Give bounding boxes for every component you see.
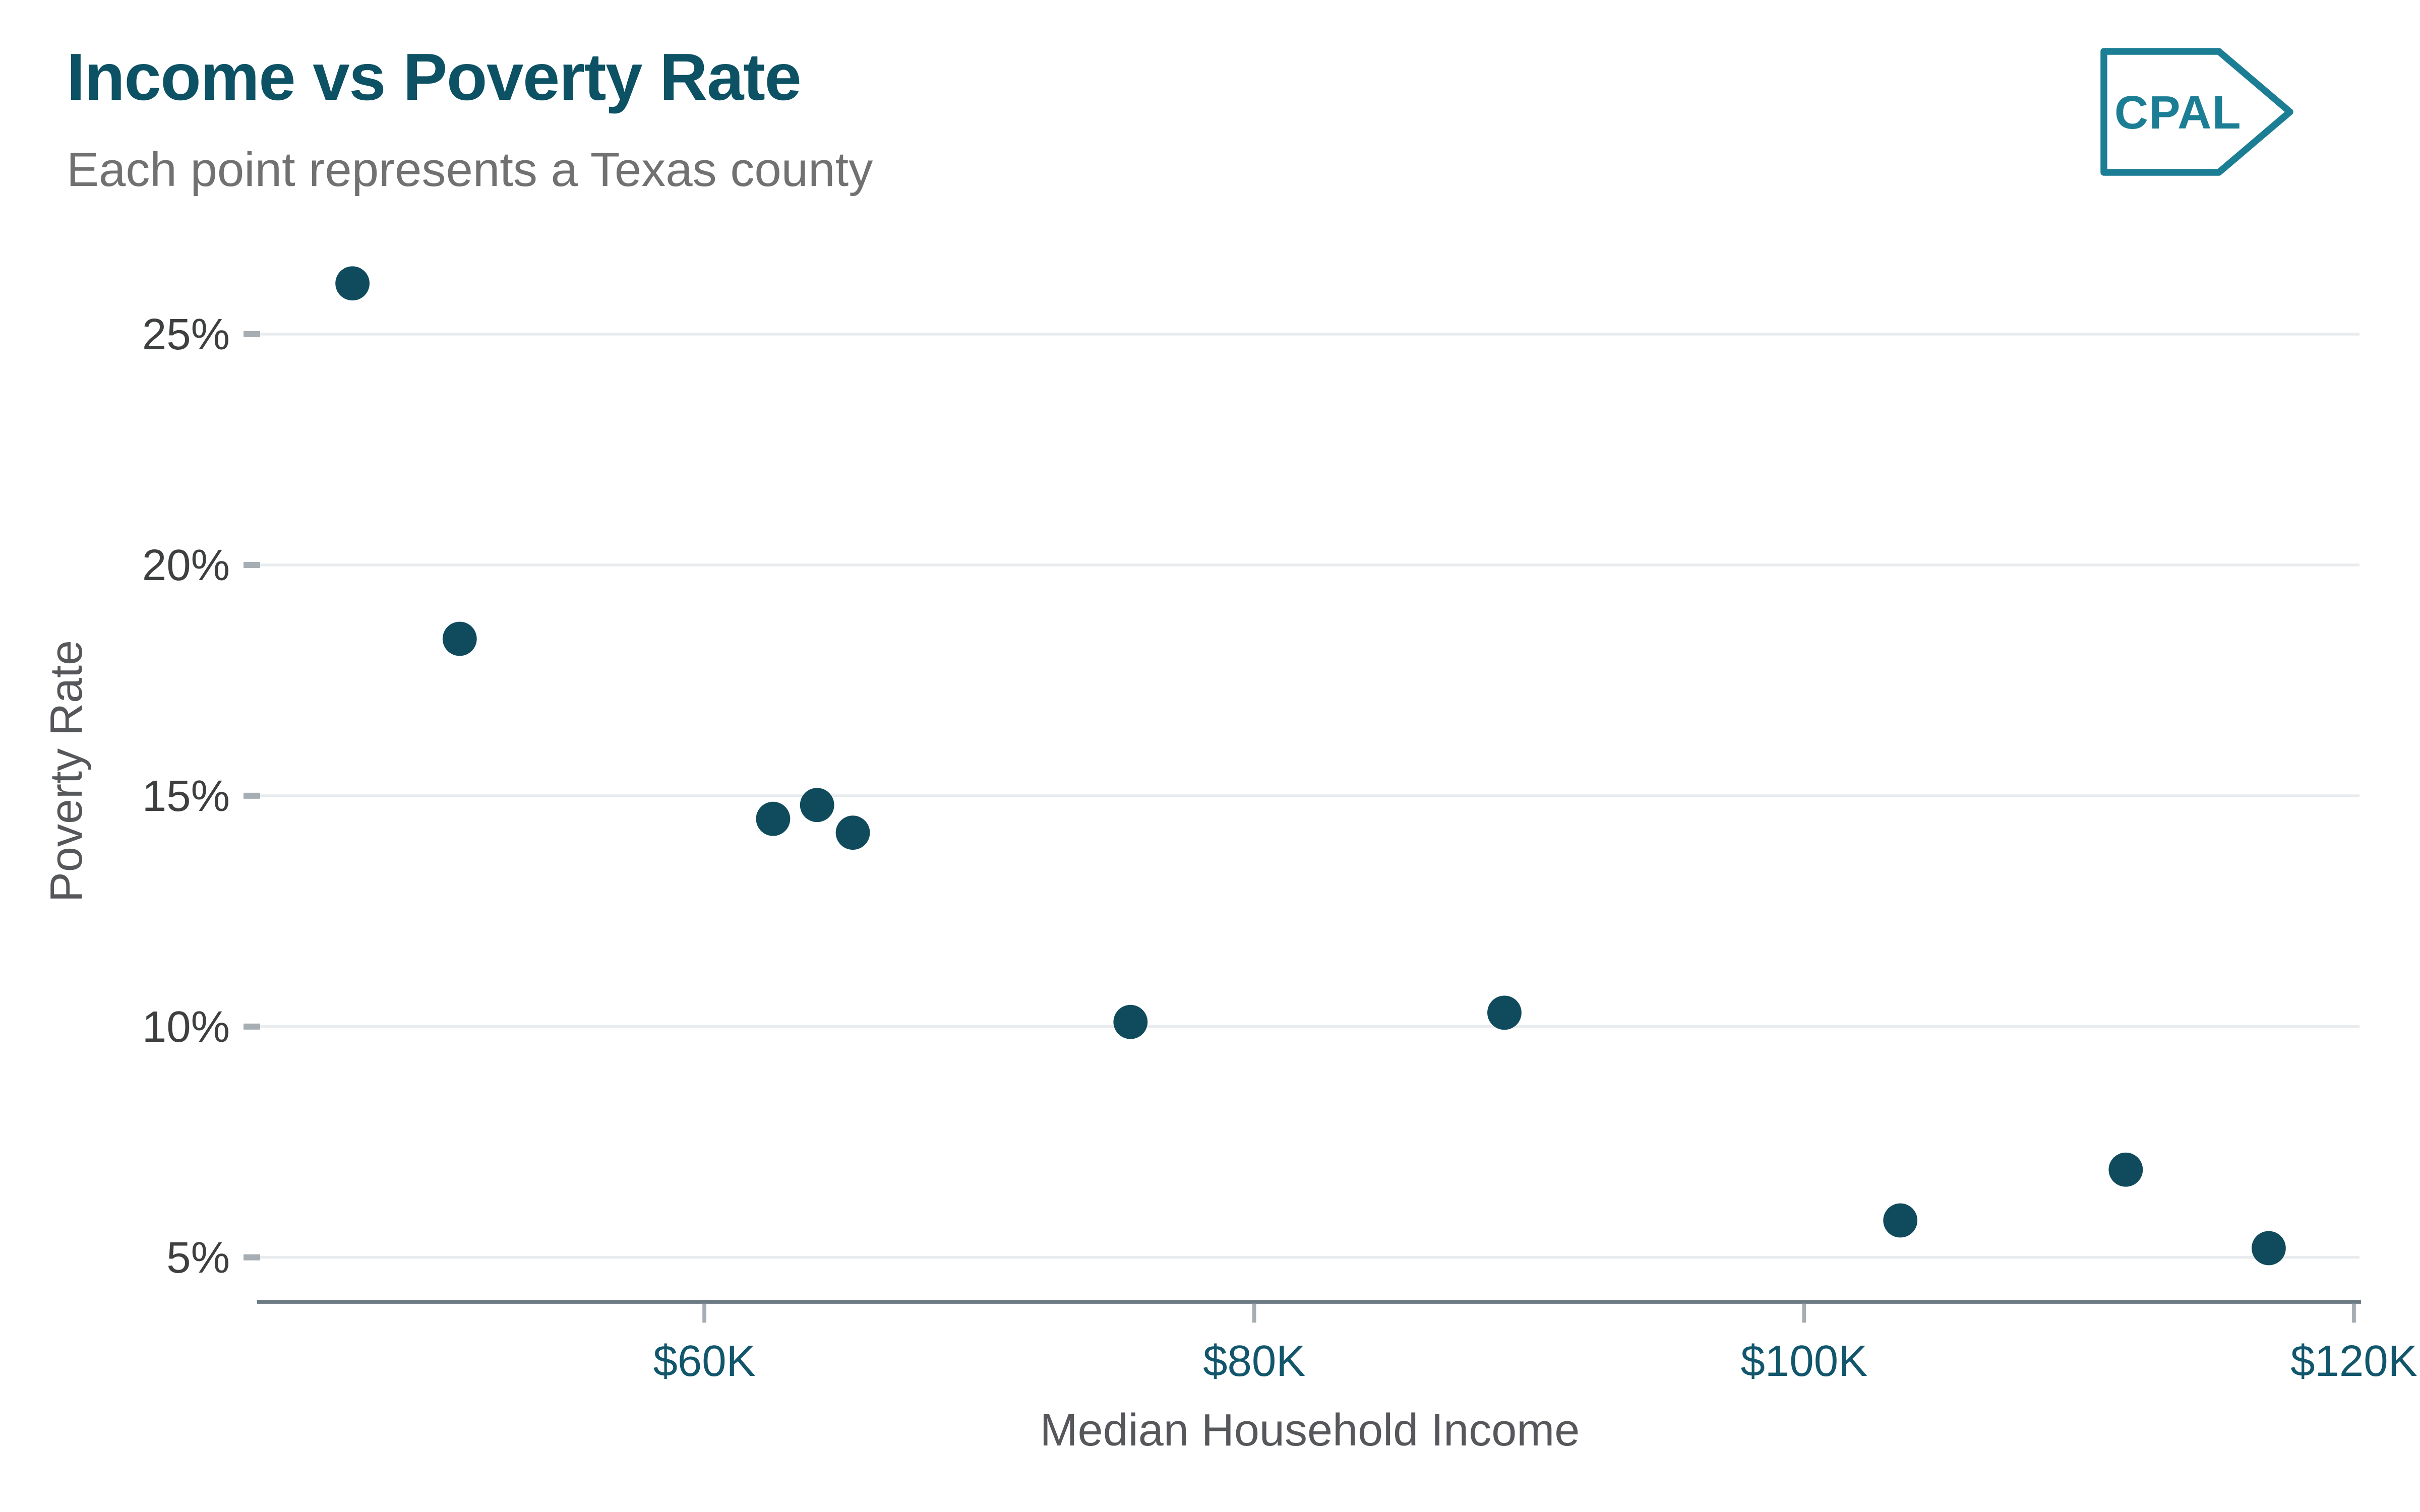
x-tick-label-$120K: $120K [2290, 1337, 2417, 1385]
y-tick-label-25%: 25% [142, 310, 230, 359]
data-point [756, 801, 791, 836]
data-point [335, 266, 370, 301]
data-point [2108, 1152, 2143, 1187]
data-point [835, 815, 870, 850]
chart-subtitle: Each point represents a Texas county [67, 142, 873, 197]
x-tick-label-$60K: $60K [653, 1337, 756, 1385]
data-point [1883, 1203, 1918, 1238]
cpal-logo-text: CPAL [2114, 86, 2242, 139]
x-axis-title: Median Household Income [1040, 1405, 1580, 1456]
x-tick-label-$100K: $100K [1741, 1337, 1868, 1385]
data-point [800, 788, 834, 823]
y-axis-title: Poverty Rate [41, 640, 92, 902]
data-point [442, 621, 477, 656]
cpal-logo: CPAL [2100, 48, 2293, 176]
data-point [1487, 995, 1522, 1030]
x-tick-label-$80K: $80K [1203, 1337, 1305, 1385]
y-tick-label-5%: 5% [166, 1233, 230, 1282]
data-point [1113, 1004, 1148, 1039]
y-tick-label-10%: 10% [142, 1002, 230, 1051]
y-tick-label-15%: 15% [142, 772, 230, 821]
cpal-logo-tag-shape [2100, 48, 2293, 176]
chart-title: Income vs Poverty Rate [67, 41, 802, 115]
y-tick-label-20%: 20% [142, 541, 230, 590]
data-point [2252, 1231, 2286, 1266]
